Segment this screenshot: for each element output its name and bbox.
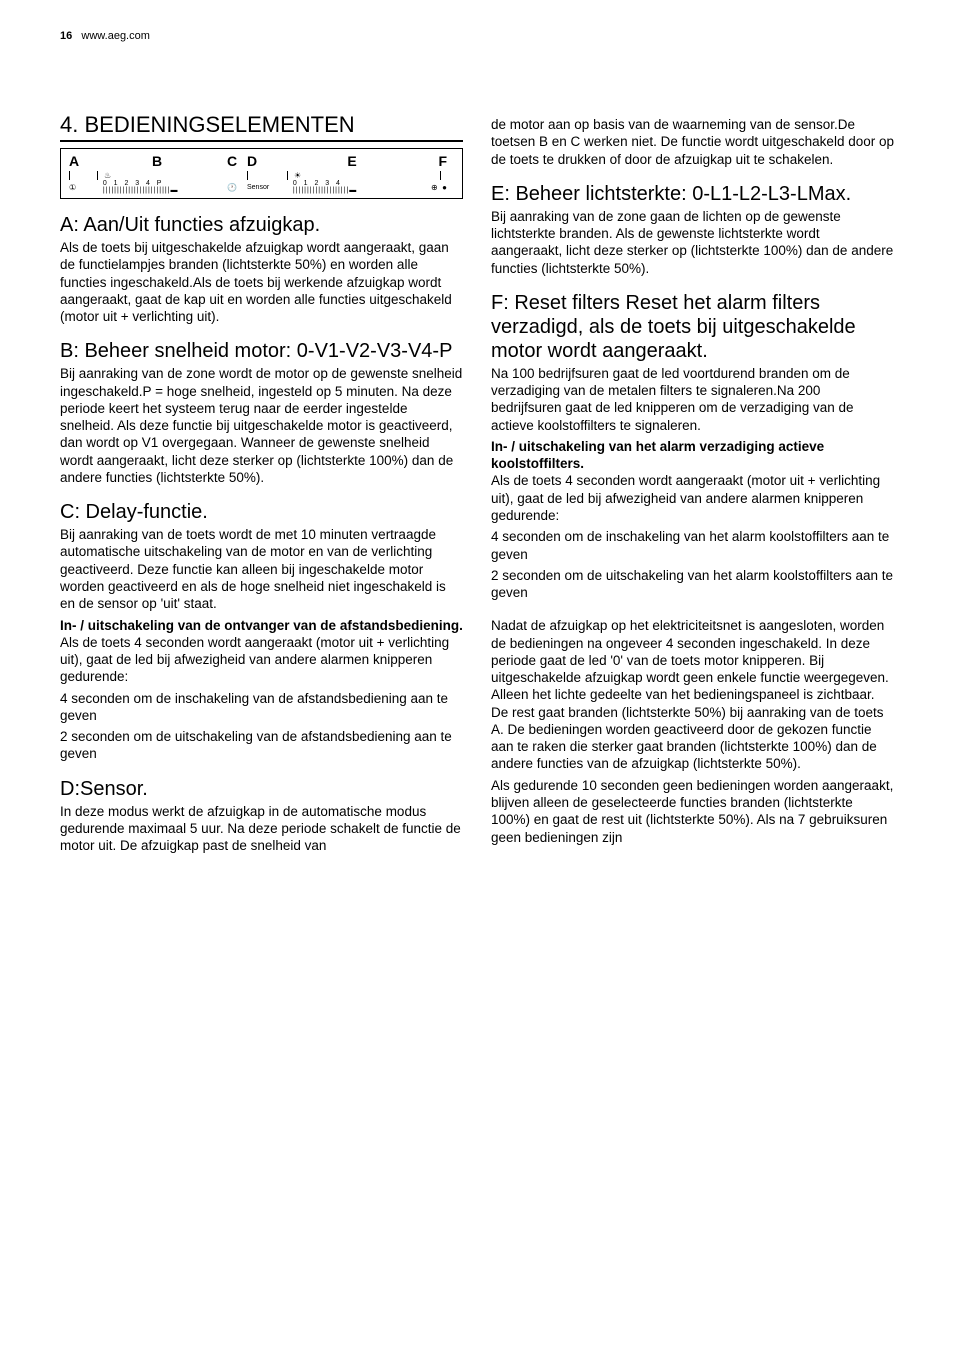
- right-column: de motor aan op basis van de waarneming …: [491, 112, 894, 868]
- section-e-block: E: Beheer lichtsterkte: 0-L1-L2-L3-LMax.…: [491, 182, 894, 277]
- clock-icon: 🕐: [227, 183, 237, 192]
- section-e-heading: E: Beheer lichtsterkte: 0-L1-L2-L3-LMax.: [491, 182, 894, 206]
- dot-icon: ●: [442, 183, 447, 192]
- section-f-body5: Nadat de afzuigkap op het elektriciteits…: [491, 617, 894, 772]
- power-icon: ①: [69, 183, 76, 192]
- light-scale: 0 1 2 3 4 ||||||||||||||||||||▬: [287, 180, 417, 194]
- section-b-heading: B: Beheer snelheid motor: 0-V1-V2-V3-V4-…: [60, 339, 463, 363]
- section-f-heading: F: Reset filters Reset het alarm filters…: [491, 291, 894, 363]
- sensor-label: Sensor: [247, 184, 287, 191]
- section-a-heading: A: Aan/Uit functies afzuigkap.: [60, 213, 463, 237]
- panel-label-d: D: [247, 153, 287, 169]
- section-c-body1: Bij aanraking van de toets wordt de met …: [60, 526, 463, 612]
- section-f-body3: 4 seconden om de inschakeling van het al…: [491, 528, 894, 563]
- section-c-body3: 4 seconden om de inschakeling van de afs…: [60, 690, 463, 725]
- content-columns: 4. BEDIENINGSELEMENTEN A B C D E F ♨ ☀ ①: [60, 112, 894, 868]
- section-c-body4: 2 seconden om de uitschakeling van de af…: [60, 728, 463, 763]
- motor-scale: 0 1 2 3 4 P ||||||||||||||||||||||||▬: [97, 180, 217, 194]
- section-f-body4: 2 seconden om de uitschakeling van het a…: [491, 567, 894, 602]
- panel-label-e: E: [287, 153, 417, 169]
- section-c-block: C: Delay-functie. Bij aanraking van de t…: [60, 500, 463, 762]
- section-f-block: F: Reset filters Reset het alarm filters…: [491, 291, 894, 846]
- section-d-heading: D:Sensor.: [60, 777, 463, 801]
- panel-label-f: F: [417, 153, 447, 169]
- light-icon: ☀: [294, 171, 301, 180]
- section-c-body2: Als de toets 4 seconden wordt aangeraakt…: [60, 634, 463, 686]
- fan-icon: ♨: [104, 171, 111, 180]
- section-f-body6: Als gedurende 10 seconden geen bediening…: [491, 777, 894, 846]
- section-b-block: B: Beheer snelheid motor: 0-V1-V2-V3-V4-…: [60, 339, 463, 486]
- section-d-block: D:Sensor. In deze modus werkt de afzuigk…: [60, 777, 463, 855]
- section-a-block: A: Aan/Uit functies afzuigkap. Als de to…: [60, 213, 463, 325]
- section-c-bold: In- / uitschakeling van de ontvanger van…: [60, 617, 463, 634]
- page-header: 16 www.aeg.com: [60, 30, 894, 42]
- section-a-body: Als de toets bij uitgeschakelde afzuigka…: [60, 239, 463, 325]
- filter-icon: ⊕: [431, 183, 438, 192]
- section-d-continuation: de motor aan op basis van de waarneming …: [491, 116, 894, 168]
- page-number: 16: [60, 30, 72, 42]
- left-column: 4. BEDIENINGSELEMENTEN A B C D E F ♨ ☀ ①: [60, 112, 463, 868]
- header-url: www.aeg.com: [81, 30, 149, 42]
- section-title: 4. BEDIENINGSELEMENTEN: [60, 112, 463, 142]
- section-f-body2: Als de toets 4 seconden wordt aangeraakt…: [491, 472, 894, 524]
- section-e-body: Bij aanraking van de zone gaan de lichte…: [491, 208, 894, 277]
- section-f-body1: Na 100 bedrijfsuren gaat de led voortdur…: [491, 365, 894, 434]
- panel-label-c: C: [217, 153, 247, 169]
- section-b-body: Bij aanraking van de zone wordt de motor…: [60, 365, 463, 486]
- panel-label-a: A: [69, 153, 97, 169]
- control-panel-diagram: A B C D E F ♨ ☀ ① 0 1 2 3 4 P ||||||||||…: [60, 148, 463, 199]
- section-f-bold: In- / uitschakeling van het alarm verzad…: [491, 438, 894, 473]
- panel-label-b: B: [97, 153, 217, 169]
- section-d-body: In deze modus werkt de afzuigkap in de a…: [60, 803, 463, 855]
- section-c-heading: C: Delay-functie.: [60, 500, 463, 524]
